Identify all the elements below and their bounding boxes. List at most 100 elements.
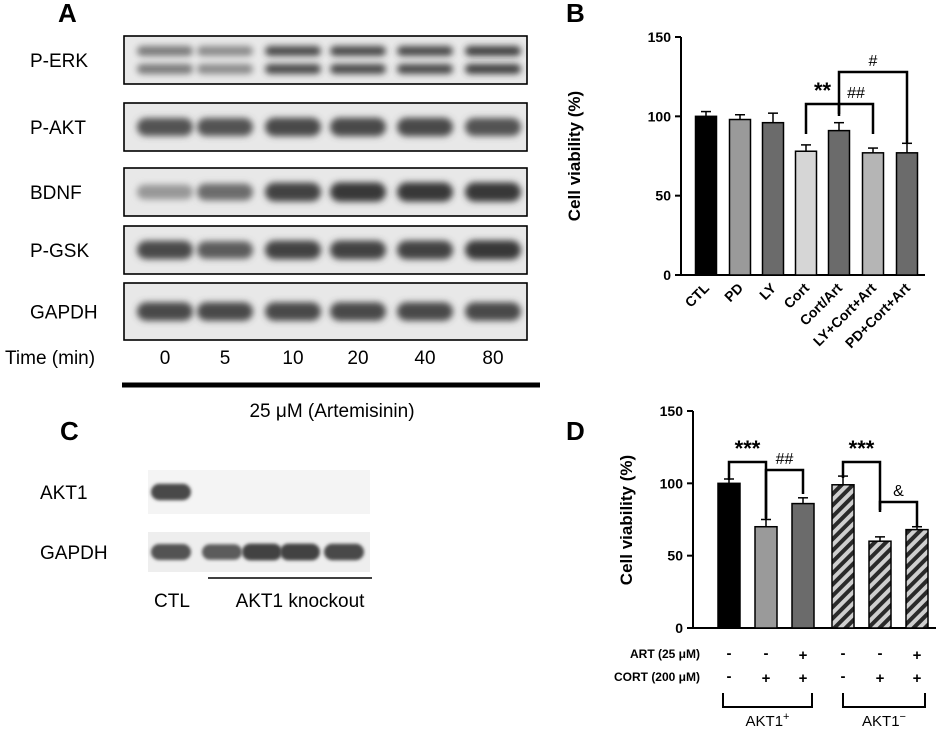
blot-band xyxy=(265,302,321,321)
condition-sign: + xyxy=(799,647,808,664)
blot-band xyxy=(265,182,321,202)
bar xyxy=(831,484,855,629)
bar xyxy=(895,152,919,276)
blot-band xyxy=(137,184,193,200)
blot-band xyxy=(265,64,321,74)
panel-c-letter: C xyxy=(60,416,79,446)
blot-band xyxy=(324,543,364,561)
condition-sign: - xyxy=(841,645,846,662)
panel-a-letter: A xyxy=(58,0,77,28)
x-category-label: CTL xyxy=(682,279,713,310)
panel-a-western-blot: P-ERK P-AKT BDNF P-GSK GAPDH Time (min) 0 5 10 20… xyxy=(5,35,540,422)
condition-sign: + xyxy=(762,670,771,687)
y-tick-label: 50 xyxy=(655,188,671,204)
blot-band xyxy=(265,117,321,137)
blot-band xyxy=(197,64,253,74)
blot-row-label: P-GSK xyxy=(30,241,89,262)
blot-band xyxy=(137,46,193,56)
bar xyxy=(717,482,741,629)
x-category-label: PD xyxy=(721,280,746,305)
bar xyxy=(861,152,885,276)
significance-label: ** xyxy=(814,78,832,103)
blot-band xyxy=(465,64,521,74)
blot-band xyxy=(151,544,191,560)
blot-band xyxy=(202,544,242,560)
blot-strip xyxy=(123,35,528,85)
condition-sign: - xyxy=(764,645,769,662)
y-tick-label: 50 xyxy=(667,548,683,564)
bar xyxy=(905,528,929,629)
panel-b-letter: B xyxy=(566,0,585,28)
significance-bracket xyxy=(878,500,919,526)
blot-band xyxy=(197,302,253,321)
condition-sign: - xyxy=(841,668,846,685)
group-label: AKT1− xyxy=(862,711,906,729)
blot-band xyxy=(465,118,521,136)
bar xyxy=(728,118,752,276)
time-tick-label: 80 xyxy=(482,348,503,369)
condition-sign: + xyxy=(913,647,922,664)
y-tick-label: 100 xyxy=(660,475,684,491)
y-tick-label: 0 xyxy=(663,267,671,283)
significance-label: ## xyxy=(776,451,794,468)
condition-sign: - xyxy=(727,645,732,662)
blot-band xyxy=(265,46,321,56)
blot-band xyxy=(330,64,386,74)
blot-band xyxy=(397,240,453,260)
blot-band xyxy=(137,64,193,74)
time-axis-label: Time (min) xyxy=(5,348,95,369)
bar xyxy=(827,129,851,276)
bar xyxy=(761,121,785,276)
y-tick-label: 100 xyxy=(648,108,672,124)
x-category-label: LY xyxy=(756,279,780,303)
blot-band xyxy=(197,241,253,259)
time-tick-label: 10 xyxy=(282,348,303,369)
time-tick-label: 20 xyxy=(347,348,368,369)
blot-row-label: P-ERK xyxy=(30,51,88,72)
significance-bracket xyxy=(837,70,909,144)
knockout-label: AKT1 knockout xyxy=(236,591,366,612)
group-label: AKT1+ xyxy=(746,711,790,729)
significance-label: & xyxy=(893,483,904,500)
blot-band xyxy=(280,543,320,561)
panel-c-western-blot: AKT1 GAPDH CTL AKT1 knockout xyxy=(40,470,372,612)
panel-d-letter: D xyxy=(566,416,585,446)
significance-bracket xyxy=(841,460,882,510)
blot-band xyxy=(137,302,193,321)
blot-band xyxy=(465,182,521,202)
condition-sign: + xyxy=(876,670,885,687)
treatment-label: 25 μM (Artemisinin) xyxy=(249,401,414,422)
blot-band xyxy=(397,46,453,56)
blot-band xyxy=(397,64,453,74)
y-axis-label: Cell viability (%) xyxy=(565,91,584,221)
blot-band xyxy=(330,240,386,260)
condition-label: CORT (200 μM) xyxy=(614,670,700,684)
condition-sign: - xyxy=(878,645,883,662)
blot-band xyxy=(330,46,386,56)
significance-bracket xyxy=(839,102,875,134)
significance-bracket xyxy=(764,468,805,518)
significance-label: ## xyxy=(847,85,865,102)
time-tick-label: 40 xyxy=(414,348,435,369)
bar xyxy=(794,150,818,276)
panel-d-bar-chart: 0 50 100 150 Cell viability (%) *** ## *** & ART … xyxy=(614,403,936,729)
time-tick-label: 0 xyxy=(160,348,171,369)
blot-row-label: GAPDH xyxy=(40,543,108,564)
bar xyxy=(754,525,778,629)
significance-label: *** xyxy=(735,436,761,461)
condition-sign: - xyxy=(727,668,732,685)
blot-row-label: BDNF xyxy=(30,183,82,204)
significance-label: *** xyxy=(849,436,875,461)
blot-row-label: GAPDH xyxy=(30,303,98,324)
condition-label: ART (25 μM) xyxy=(630,647,700,661)
blot-band xyxy=(137,240,193,260)
time-tick-label: 5 xyxy=(220,348,231,369)
blot-band xyxy=(265,240,321,260)
y-tick-label: 0 xyxy=(675,620,683,636)
blot-band xyxy=(465,46,521,56)
condition-sign: + xyxy=(913,670,922,687)
blot-row-label: P-AKT xyxy=(30,118,86,139)
blot-band xyxy=(151,483,191,501)
